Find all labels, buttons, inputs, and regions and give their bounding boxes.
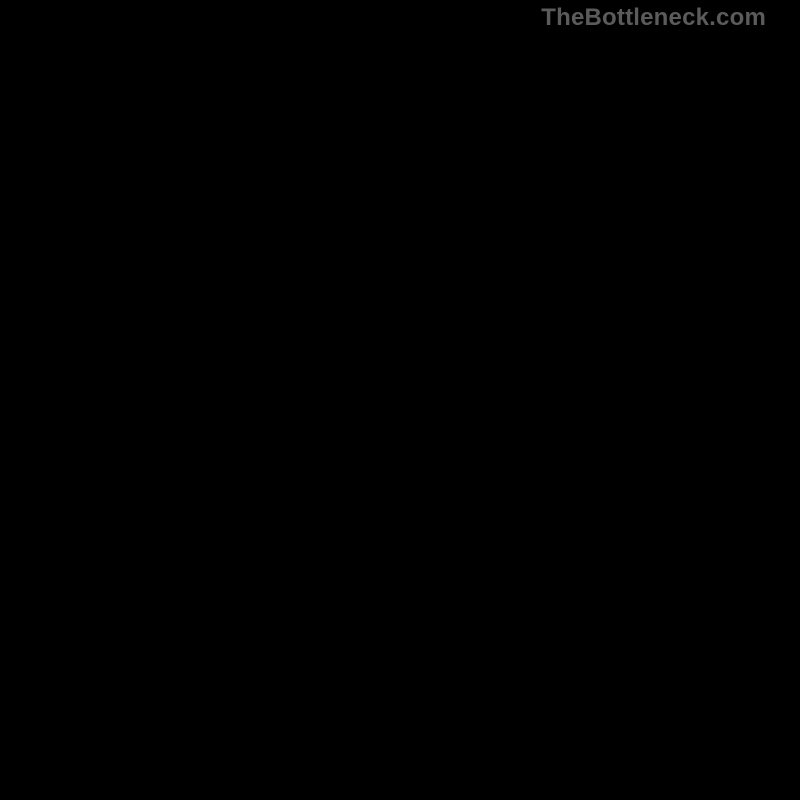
watermark-text: TheBottleneck.com	[541, 4, 766, 32]
outer-frame	[0, 0, 800, 800]
